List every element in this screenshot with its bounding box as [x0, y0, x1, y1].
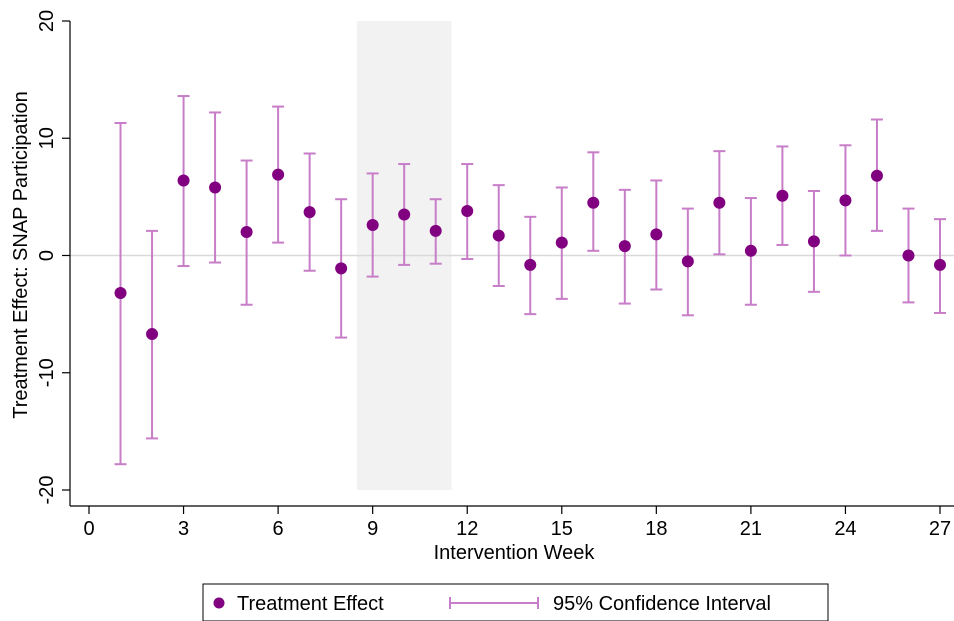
- legend-point-marker: [213, 597, 225, 609]
- data-point: [177, 174, 190, 187]
- data-point: [587, 196, 600, 209]
- data-point: [272, 168, 285, 181]
- x-tick-label: 18: [645, 518, 667, 540]
- x-tick-label: 15: [551, 518, 573, 540]
- legend: Treatment Effect 95% Confidence Interval: [202, 583, 829, 621]
- x-axis-title: Intervention Week: [434, 542, 596, 564]
- data-point: [744, 244, 757, 257]
- data-point: [807, 235, 820, 248]
- data-point: [335, 262, 348, 275]
- point-layer: [114, 168, 946, 341]
- data-point: [839, 194, 852, 207]
- data-point: [650, 228, 663, 241]
- data-point: [303, 206, 316, 219]
- data-point: [902, 249, 915, 262]
- data-point: [209, 181, 222, 194]
- data-point: [681, 255, 694, 268]
- y-axis-title: Treatment Effect: SNAP Participation: [10, 91, 32, 419]
- data-point: [618, 240, 631, 253]
- legend-label-ci: 95% Confidence Interval: [553, 593, 771, 615]
- y-tick-label: 10: [36, 127, 58, 149]
- x-tick-label: 27: [929, 518, 951, 540]
- x-tick-label: 6: [273, 518, 284, 540]
- data-point: [870, 169, 883, 182]
- data-point: [524, 258, 537, 271]
- y-tick-label: 20: [36, 10, 58, 32]
- data-point: [934, 258, 946, 271]
- x-tick-label: 0: [83, 518, 94, 540]
- data-point: [398, 208, 411, 221]
- data-point: [461, 204, 474, 217]
- data-point: [429, 224, 442, 237]
- axis-layer: 20 10 0 -10 -20 0 3 6 9 12 15 18 21 24 27: [36, 10, 954, 540]
- x-tick-label: 24: [834, 518, 856, 540]
- data-point: [240, 226, 253, 239]
- data-point: [555, 236, 568, 249]
- x-tick-label: 3: [178, 518, 189, 540]
- y-tick-label: -20: [36, 476, 58, 505]
- data-point: [776, 189, 789, 202]
- y-tick-label: -10: [36, 358, 58, 387]
- legend-label-treatment: Treatment Effect: [237, 593, 384, 615]
- data-point: [146, 328, 159, 341]
- x-tick-label: 21: [740, 518, 762, 540]
- legend-interval-marker: [449, 597, 539, 609]
- data-point: [492, 229, 505, 242]
- x-tick-label: 9: [367, 518, 378, 540]
- data-point: [713, 196, 726, 209]
- data-point: [114, 287, 127, 300]
- data-point: [366, 219, 379, 232]
- y-tick-label: 0: [36, 250, 58, 261]
- x-tick-label: 12: [456, 518, 478, 540]
